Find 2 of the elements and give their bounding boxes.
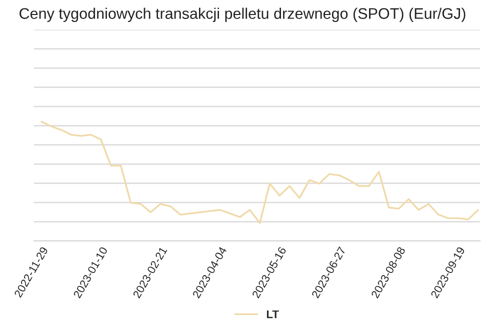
legend-label: LT bbox=[266, 310, 279, 318]
chart-title: Ceny tygodniowych transakcji pelletu drzewnego (SPOT) (Eur/GJ) bbox=[20, 8, 466, 22]
